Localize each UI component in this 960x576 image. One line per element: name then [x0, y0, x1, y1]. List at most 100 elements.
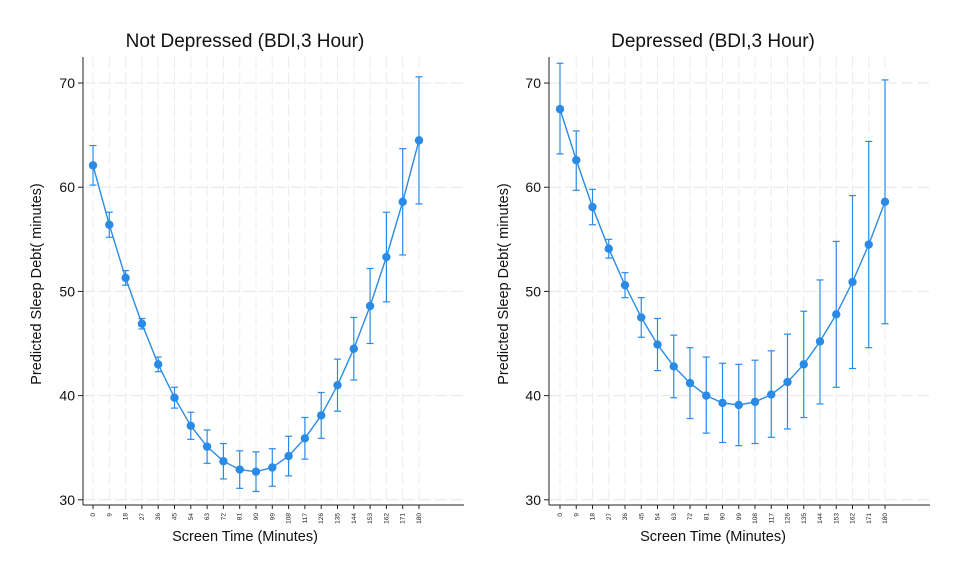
x-tick-label: 54 — [188, 513, 195, 521]
data-point — [219, 457, 228, 466]
data-point — [880, 197, 890, 207]
plot-area: 30 40 50 60 70 0 9 18 27 36 45 54 63 72 81 90 99 108 117 12… — [59, 57, 464, 524]
y-tick-label: 50 — [525, 283, 541, 299]
x-tick-label: 9 — [106, 513, 113, 517]
data-point — [170, 393, 179, 402]
data-point — [121, 273, 130, 283]
data-point — [815, 337, 825, 346]
x-tick-label: 180 — [416, 513, 423, 524]
data-point — [637, 313, 646, 322]
x-tick-label: 18 — [123, 513, 130, 521]
data-point — [137, 319, 147, 328]
panel-not-depressed: Not Depressed (BDI,3 Hour) Screen Time (… — [29, 31, 464, 545]
data-point — [653, 340, 662, 349]
x-axis-label: Screen Time (Minutes) — [640, 529, 786, 545]
data-point — [832, 310, 841, 319]
data-point — [848, 277, 857, 287]
data-point — [702, 391, 711, 400]
x-tick-label: 135 — [801, 513, 808, 524]
x-tick-label: 27 — [606, 513, 613, 521]
x-tick-label: 72 — [220, 513, 227, 521]
x-tick-label: 144 — [351, 513, 358, 524]
y-axis-label: Predicted Sleep Debt( minutes) — [29, 183, 45, 385]
x-tick-label: 117 — [768, 513, 775, 524]
data-point — [734, 400, 743, 410]
data-point — [186, 421, 195, 431]
data-point — [685, 378, 695, 388]
x-tick-label: 162 — [383, 513, 390, 524]
y-tick-label: 60 — [59, 179, 75, 195]
data-point — [718, 398, 727, 408]
x-tick-label: 99 — [736, 513, 743, 521]
y-tick-label: 60 — [525, 179, 541, 195]
data-point — [588, 202, 597, 212]
data-point — [572, 155, 581, 165]
data-point — [268, 463, 277, 472]
data-point — [284, 451, 293, 461]
data-point — [620, 280, 630, 290]
data-point — [349, 344, 358, 353]
x-tick-label: 171 — [400, 513, 407, 524]
data-point — [604, 244, 613, 253]
data-point — [235, 465, 244, 474]
x-tick-label: 36 — [155, 513, 162, 521]
x-tick-label: 90 — [253, 513, 260, 521]
data-point — [365, 301, 375, 311]
x-tick-label: 45 — [638, 513, 645, 521]
x-tick-label: 18 — [590, 513, 597, 521]
x-tick-label: 117 — [302, 513, 309, 524]
chart-title: Not Depressed (BDI,3 Hour) — [126, 31, 365, 52]
data-point — [300, 434, 310, 443]
y-tick-label: 30 — [59, 492, 75, 508]
x-tick-label: 63 — [671, 513, 678, 521]
x-tick-label: 45 — [172, 513, 179, 521]
x-tick-label: 108 — [286, 513, 293, 524]
x-tick-label: 144 — [817, 513, 824, 524]
x-axis-label: Screen Time (Minutes) — [172, 529, 318, 545]
y-tick-label: 40 — [59, 388, 75, 404]
data-point — [864, 240, 873, 249]
data-point — [333, 380, 342, 390]
y-tick-label: 30 — [525, 492, 541, 508]
x-tick-label: 36 — [622, 513, 629, 521]
data-point — [555, 104, 565, 114]
y-axis-label: Predicted Sleep Debt( minutes) — [496, 183, 512, 385]
x-tick-label: 180 — [882, 513, 889, 524]
x-tick-label: 63 — [204, 513, 211, 521]
x-tick-label: 126 — [318, 513, 325, 524]
x-tick-label: 9 — [573, 513, 580, 517]
x-tick-label: 162 — [850, 513, 857, 524]
data-point — [750, 397, 760, 407]
panel-depressed: Depressed (BDI,3 Hour) Screen Time (Minu… — [496, 31, 930, 545]
y-tick-label: 70 — [59, 75, 75, 91]
plot-area: 30 40 50 60 70 0 9 18 27 36 45 54 63 72 81 90 99 108 117 12… — [525, 57, 930, 524]
x-tick-label: 153 — [367, 513, 374, 524]
data-point — [317, 411, 326, 420]
x-tick-label: 0 — [90, 513, 97, 517]
x-tick-label: 27 — [139, 513, 146, 521]
data-point — [398, 197, 407, 207]
x-tick-label: 99 — [269, 513, 276, 521]
data-point — [783, 377, 792, 387]
data-point — [767, 390, 776, 399]
data-point — [799, 360, 808, 369]
x-tick-label: 135 — [335, 513, 342, 524]
data-point — [669, 362, 678, 371]
x-tick-label: 72 — [687, 513, 694, 521]
x-tick-label: 0 — [557, 513, 564, 517]
x-tick-label: 108 — [752, 513, 759, 524]
data-point — [251, 467, 261, 476]
y-tick-label: 70 — [525, 75, 541, 91]
x-tick-label: 171 — [866, 513, 873, 524]
x-tick-label: 153 — [833, 513, 840, 524]
x-tick-label: 81 — [237, 513, 244, 521]
data-point — [414, 136, 424, 145]
x-tick-label: 126 — [785, 513, 792, 524]
chart-title: Depressed (BDI,3 Hour) — [611, 31, 815, 52]
x-tick-label: 81 — [703, 513, 710, 521]
data-point — [88, 161, 98, 170]
x-tick-label: 54 — [655, 513, 662, 521]
data-point — [105, 220, 114, 229]
data-point — [382, 252, 391, 262]
